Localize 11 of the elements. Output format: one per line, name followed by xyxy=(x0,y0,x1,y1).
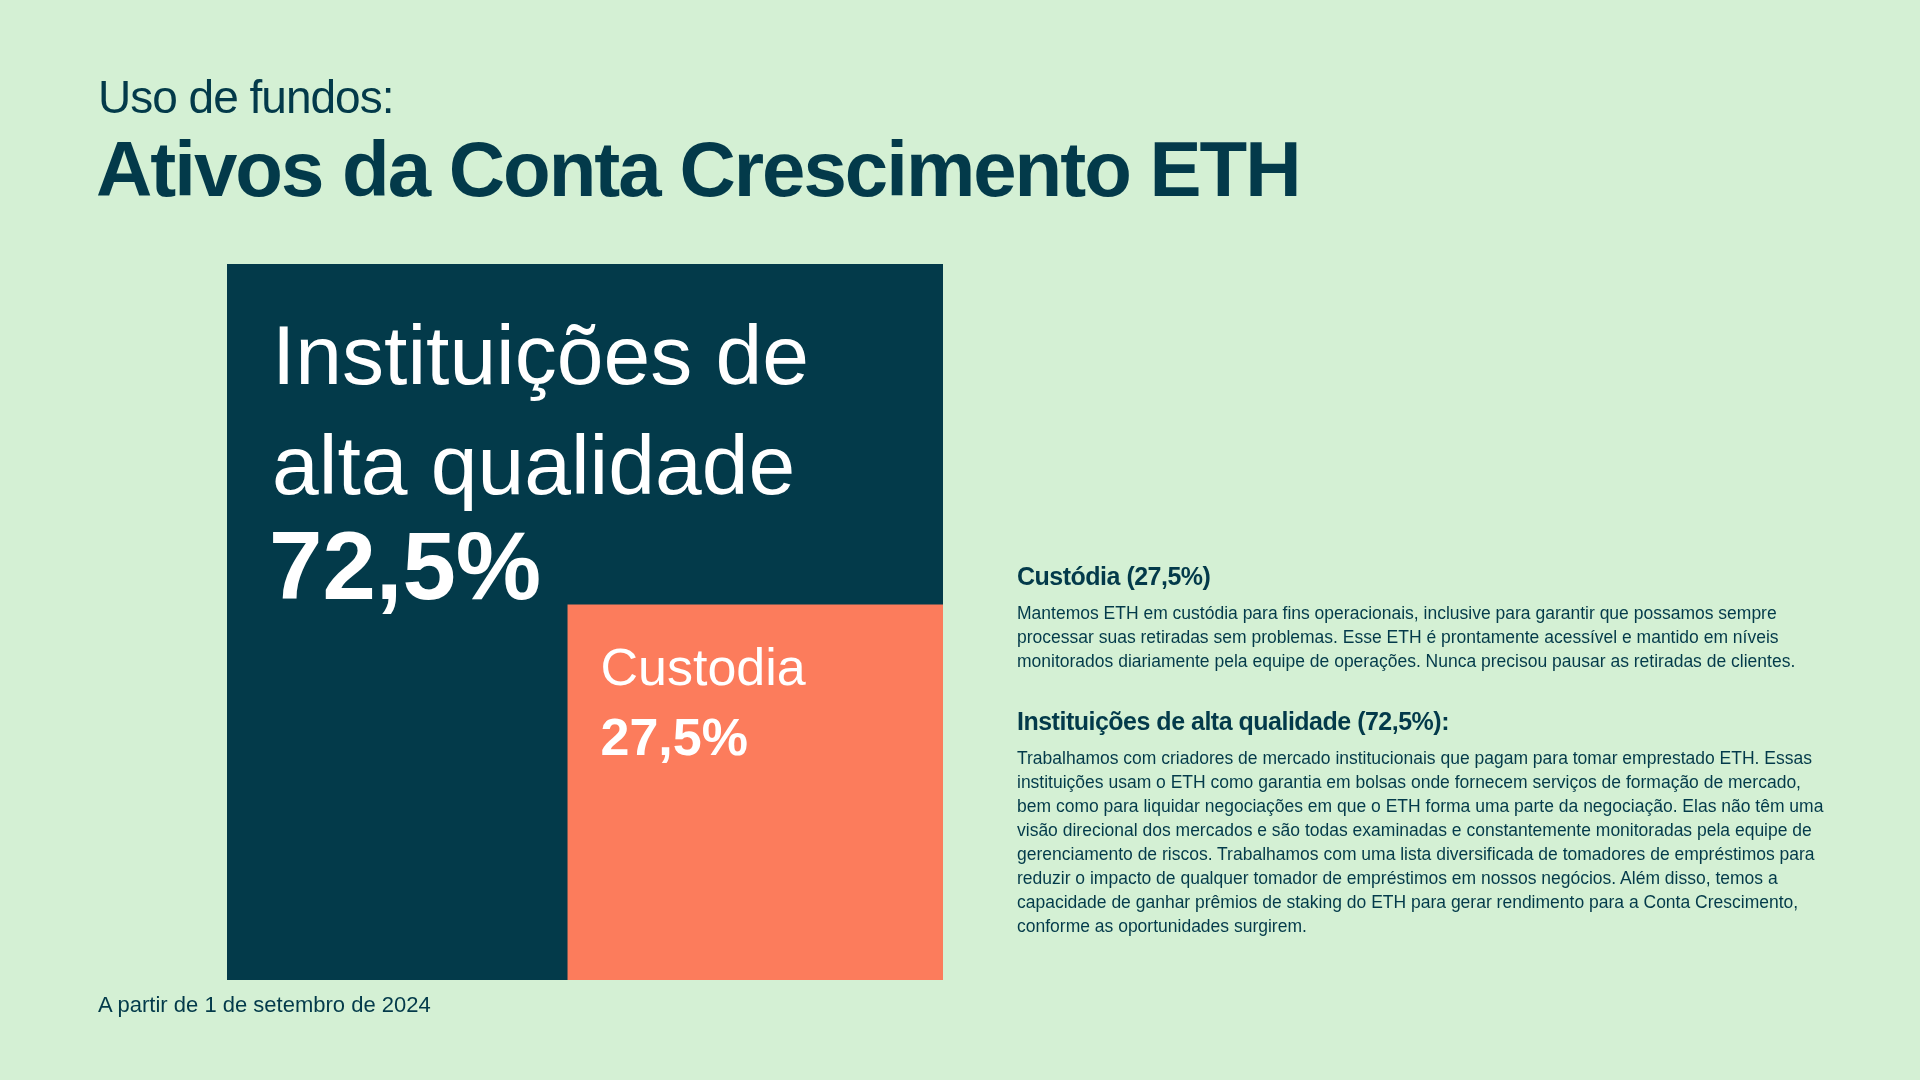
text: Mantemos ETH em custódia para fins operacionais, inclusive para garantir que possamos sempre processar suas retiradas sem problemas. Esse ETH é prontamente acessível e mantido em níveis monitorados diariamente pela equipe de operações. Nunca precisou pausar as retiradas de clientes. xyxy=(1017,602,1797,673)
data-label: 27,5% xyxy=(600,707,748,766)
text: A partir de 1 de setembro de 2024 xyxy=(98,992,431,1018)
text: Trabalhamos com criadores de mercado institucionais que pagam para tomar emprestado ETH. Essas instituições usam o ETH como garantia em bolsas onde fornecem serviços de formação de mercado, bem como para liquidar negociações em que o ETH forma uma parte da negociação. Elas não têm uma visão direcional dos mercados e são todas examinadas e constantemente monitoradas pela equipe de gerenciamento de riscos. Trabalhamos com uma lista diversificada de tomadores de empréstimos para reduzir o impacto de qualquer tomador de empréstimos em nossos negócios. Além disso, temos a capacidade de ganhar prêmios de staking do ETH para gerar rendimento para a Conta Crescimento, conforme as oportunidades surgirem. xyxy=(1017,747,1825,938)
category-label: Instituições de alta qualidade xyxy=(272,308,809,512)
category-label: Custodia xyxy=(600,637,806,696)
data-label: 72,5% xyxy=(269,512,542,619)
text: Custódia (27,5%) xyxy=(1017,562,1212,591)
text: Ativos da Conta Crescimento ETH xyxy=(96,124,1300,215)
text: Uso de fundos: xyxy=(98,70,394,124)
text: Instituições de alta qualidade (72,5%): xyxy=(1017,707,1450,736)
